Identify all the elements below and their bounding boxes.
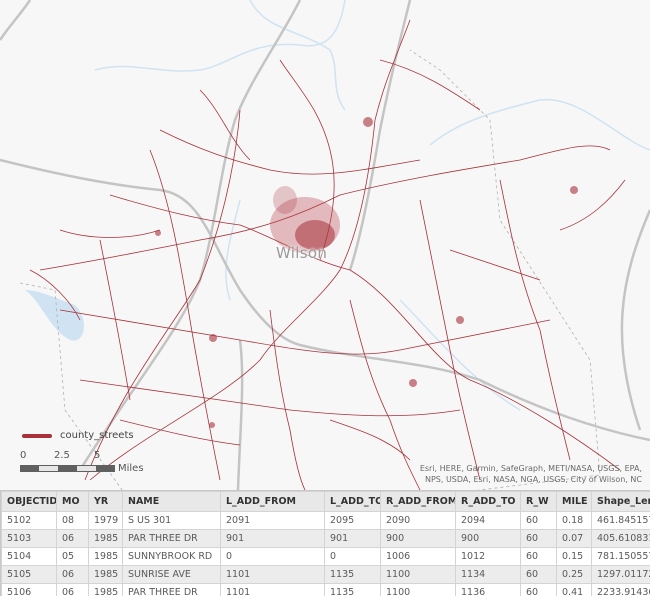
cell-r-w[interactable]: 60: [520, 511, 557, 530]
county-boundary: [19, 49, 601, 490]
cell-yr[interactable]: 1985: [88, 583, 123, 596]
cell-yr[interactable]: 1985: [88, 565, 123, 584]
cell-r-w[interactable]: 60: [520, 583, 557, 596]
column-header-r-w[interactable]: R_W: [520, 491, 557, 512]
scale-tick-0: 0: [20, 450, 27, 461]
table-row[interactable]: 5103 06 1985 PAR THREE DR 901 901 900 90…: [1, 529, 650, 548]
cell-mile[interactable]: 0.07: [556, 529, 592, 548]
cell-r-add-from[interactable]: 2090: [380, 511, 456, 530]
cell-mile[interactable]: 0.15: [556, 547, 592, 566]
scale-unit: Miles: [118, 463, 144, 474]
legend-line-swatch: [22, 433, 52, 438]
cell-mile[interactable]: 0.18: [556, 511, 592, 530]
cell-mo[interactable]: 06: [56, 565, 89, 584]
table-row[interactable]: 5102 08 1979 S US 301 2091 2095 2090 209…: [1, 511, 650, 530]
column-header-yr[interactable]: YR: [88, 491, 123, 512]
attribute-table[interactable]: OBJECTID MO YR NAME L_ADD_FROM L_ADD_TO …: [0, 491, 650, 596]
cell-l-add-to[interactable]: 0: [324, 547, 381, 566]
scale-tick-2-5: 2.5: [54, 450, 70, 461]
cell-name[interactable]: SUNRISE AVE: [122, 565, 221, 584]
cell-name[interactable]: PAR THREE DR: [122, 583, 221, 596]
cell-l-add-to[interactable]: 901: [324, 529, 381, 548]
cell-r-add-to[interactable]: 900: [455, 529, 521, 548]
lake: [25, 290, 85, 341]
cell-mo[interactable]: 06: [56, 583, 89, 596]
attribution-line-1: Esri, HERE, Garmin, SafeGraph, METI/NASA…: [419, 464, 642, 473]
water-features: [94, 0, 650, 411]
cell-shape-length[interactable]: 1297.011721: [591, 565, 650, 584]
attribution-line-2: NPS, USDA, Esri, NASA, NGA, USGS, City o…: [424, 475, 642, 484]
cell-r-add-from[interactable]: 1100: [380, 565, 456, 584]
cell-r-add-to[interactable]: 1012: [455, 547, 521, 566]
column-header-objectid[interactable]: OBJECTID: [1, 491, 57, 512]
cell-objectid[interactable]: 5106: [1, 583, 57, 596]
cell-mo[interactable]: 06: [56, 529, 89, 548]
cell-l-add-from[interactable]: 1101: [220, 565, 325, 584]
cell-objectid[interactable]: 5102: [1, 511, 57, 530]
cell-name[interactable]: S US 301: [122, 511, 221, 530]
cell-l-add-from[interactable]: 1101: [220, 583, 325, 596]
cell-r-add-to[interactable]: 2094: [455, 511, 521, 530]
town-clusters: [155, 117, 578, 428]
table-header-row: OBJECTID MO YR NAME L_ADD_FROM L_ADD_TO …: [1, 491, 650, 512]
map-legend: county_streets: [22, 430, 134, 441]
cell-r-add-from[interactable]: 900: [380, 529, 456, 548]
legend-layer-name: county_streets: [60, 430, 134, 441]
cell-l-add-to[interactable]: 1135: [324, 583, 381, 596]
cell-shape-length[interactable]: 461.845157: [591, 511, 650, 530]
cell-objectid[interactable]: 5103: [1, 529, 57, 548]
cell-mo[interactable]: 08: [56, 511, 89, 530]
cell-shape-length[interactable]: 781.150557: [591, 547, 650, 566]
cell-shape-length[interactable]: 2233.914366: [591, 583, 650, 596]
cell-l-add-to[interactable]: 2095: [324, 511, 381, 530]
table-row[interactable]: 5106 06 1985 PAR THREE DR 1101 1135 1100…: [1, 583, 650, 596]
county-streets-layer: [29, 19, 626, 490]
map-view[interactable]: Wilson county_streets 0 2.5 5 Miles Esri…: [0, 0, 650, 491]
cell-r-add-to[interactable]: 1136: [455, 583, 521, 596]
column-header-l-add-to[interactable]: L_ADD_TO: [324, 491, 381, 512]
city-label: Wilson: [276, 244, 328, 262]
column-header-l-add-from[interactable]: L_ADD_FROM: [220, 491, 325, 512]
cell-objectid[interactable]: 5105: [1, 565, 57, 584]
scale-bar-graphic: [20, 465, 115, 472]
cell-l-add-from[interactable]: 0: [220, 547, 325, 566]
cell-l-add-from[interactable]: 901: [220, 529, 325, 548]
cell-yr[interactable]: 1985: [88, 547, 123, 566]
wilson-city-streets: [270, 186, 340, 253]
cell-mile[interactable]: 0.41: [556, 583, 592, 596]
scale-bar: 0 2.5 5 Miles: [20, 450, 160, 480]
cell-l-add-to[interactable]: 1135: [324, 565, 381, 584]
map-canvas[interactable]: [0, 0, 650, 490]
table-row[interactable]: 5105 06 1985 SUNRISE AVE 1101 1135 1100 …: [1, 565, 650, 584]
cell-r-w[interactable]: 60: [520, 547, 557, 566]
column-header-mile[interactable]: MILE: [556, 491, 592, 512]
cell-l-add-from[interactable]: 2091: [220, 511, 325, 530]
cell-yr[interactable]: 1985: [88, 529, 123, 548]
column-header-r-add-from[interactable]: R_ADD_FROM: [380, 491, 456, 512]
cell-name[interactable]: PAR THREE DR: [122, 529, 221, 548]
highways: [0, 0, 650, 490]
cell-yr[interactable]: 1979: [88, 511, 123, 530]
scale-tick-5: 5: [94, 450, 101, 461]
cell-mo[interactable]: 05: [56, 547, 89, 566]
map-attribution: Esri, HERE, Garmin, SafeGraph, METI/NASA…: [402, 463, 642, 485]
cell-r-w[interactable]: 60: [520, 565, 557, 584]
column-header-shape-length[interactable]: Shape_Length: [591, 491, 650, 512]
cell-mile[interactable]: 0.25: [556, 565, 592, 584]
column-header-name[interactable]: NAME: [122, 491, 221, 512]
cell-r-add-from[interactable]: 1006: [380, 547, 456, 566]
cell-r-add-to[interactable]: 1134: [455, 565, 521, 584]
cell-r-w[interactable]: 60: [520, 529, 557, 548]
column-header-r-add-to[interactable]: R_ADD_TO: [455, 491, 521, 512]
cell-objectid[interactable]: 5104: [1, 547, 57, 566]
cell-r-add-from[interactable]: 1100: [380, 583, 456, 596]
cell-shape-length[interactable]: 405.610831: [591, 529, 650, 548]
cell-name[interactable]: SUNNYBROOK RD: [122, 547, 221, 566]
column-header-mo[interactable]: MO: [56, 491, 89, 512]
table-row[interactable]: 5104 05 1985 SUNNYBROOK RD 0 0 1006 1012…: [1, 547, 650, 566]
